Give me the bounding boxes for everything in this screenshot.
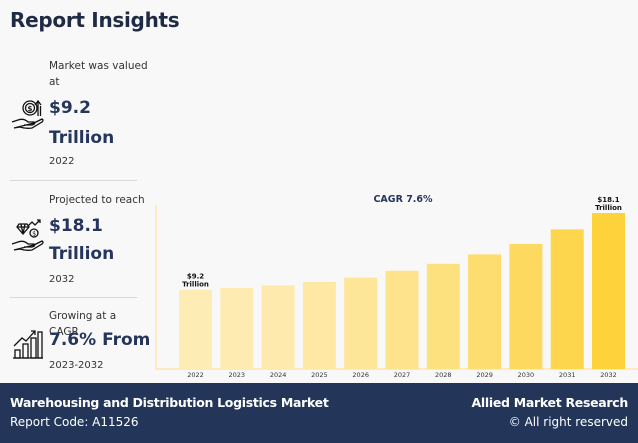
bar-2023 bbox=[220, 287, 254, 369]
svg-text:$: $ bbox=[32, 231, 36, 238]
bar-2022 bbox=[179, 289, 212, 369]
svg-text:$: $ bbox=[28, 105, 33, 113]
x-tick-label: 2024 bbox=[270, 371, 287, 379]
copyright: © All right reserved bbox=[508, 415, 628, 429]
insight-year: 2023-2032 bbox=[49, 360, 104, 371]
report-code: Report Code: A11526 bbox=[10, 415, 139, 429]
insight-value: $18.1 bbox=[49, 216, 103, 236]
divider bbox=[10, 180, 137, 181]
x-tick-label: 2023 bbox=[229, 371, 246, 379]
x-tick-label: 2030 bbox=[518, 371, 535, 379]
x-tick-label: 2032 bbox=[600, 371, 617, 379]
data-label-unit: Trillion bbox=[595, 204, 622, 212]
insight-label: Growing at a CAGR bbox=[49, 310, 117, 338]
insight-label: Market was valued at bbox=[49, 60, 148, 88]
insight-card-cagr: Growing at a CAGR 7.6% From 2023-2032 bbox=[10, 308, 150, 378]
insight-year: 2032 bbox=[49, 274, 75, 285]
chart-title: CAGR 7.6% bbox=[373, 194, 433, 205]
divider bbox=[10, 297, 137, 298]
data-label-value: $18.1 bbox=[597, 196, 619, 204]
insight-value: $9.2 bbox=[49, 98, 91, 118]
market-bar-chart: CAGR 7.6% 2022 2023 2024 2025 2026 2027 2028 20… bbox=[155, 194, 638, 379]
x-tick-label: 2029 bbox=[476, 371, 493, 379]
bar-2029 bbox=[468, 254, 502, 369]
x-tick-label: 2027 bbox=[394, 371, 411, 379]
bar-2031 bbox=[550, 229, 584, 369]
growth-chart-icon bbox=[13, 330, 43, 359]
data-label-unit: Trillion bbox=[182, 281, 209, 289]
data-label-value: $9.2 bbox=[187, 273, 204, 281]
market-name: Warehousing and Distribution Logistics M… bbox=[10, 395, 329, 410]
insight-year: 2022 bbox=[49, 156, 75, 167]
page-title: Report Insights bbox=[10, 8, 180, 32]
diamond-hand-icon: $ bbox=[11, 219, 44, 251]
x-tick-label: 2026 bbox=[352, 371, 369, 379]
bar-2025 bbox=[302, 281, 336, 369]
x-tick-label: 2028 bbox=[435, 371, 452, 379]
x-tick-label: 2031 bbox=[559, 371, 576, 379]
insight-value-unit: Trillion bbox=[49, 244, 115, 264]
x-tick-label: 2022 bbox=[187, 371, 204, 379]
bar-2032 bbox=[592, 213, 625, 369]
bar-2024 bbox=[261, 285, 295, 369]
bar-2028 bbox=[426, 263, 460, 369]
footer: Warehousing and Distribution Logistics M… bbox=[0, 383, 638, 443]
insight-value-unit: Trillion bbox=[49, 128, 115, 148]
bar-2030 bbox=[509, 244, 543, 369]
bar-2026 bbox=[344, 277, 378, 369]
money-hand-icon: $ bbox=[11, 99, 44, 129]
insight-card-projection: Projected to reach $ $18.1 Trillion 2032 bbox=[10, 192, 145, 292]
insight-value: 7.6% From bbox=[49, 330, 151, 350]
insight-card-market-value: Market was valued at $ $9.2 Trillion 202… bbox=[10, 58, 148, 178]
bar-2027 bbox=[385, 270, 419, 369]
brand-name: Allied Market Research bbox=[471, 395, 629, 410]
insight-label: Projected to reach bbox=[49, 194, 145, 206]
x-tick-label: 2025 bbox=[311, 371, 328, 379]
